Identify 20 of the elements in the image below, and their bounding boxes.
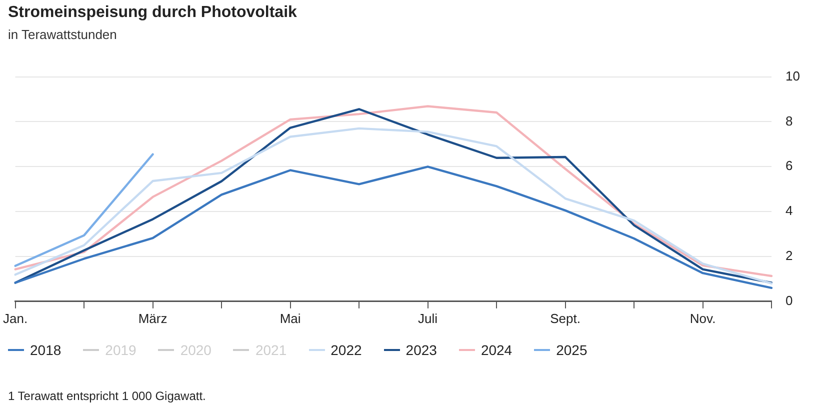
x-tick-label: Sept. <box>550 310 580 326</box>
legend-label: 2023 <box>406 342 437 358</box>
y-tick-label: 10 <box>786 68 800 84</box>
chart-title: Stromeinspeisung durch Photovoltaik <box>8 4 297 22</box>
chart-subtitle: in Terawattstunden <box>8 27 117 42</box>
x-tick-label: Nov. <box>690 310 716 326</box>
y-tick-label: 8 <box>786 113 793 128</box>
legend-label: 2025 <box>556 342 588 358</box>
legend-label: 2018 <box>30 342 62 358</box>
text: 1 Terawatt entspricht 1 000 Gigawatt. <box>8 389 206 403</box>
legend-label: 2022 <box>330 342 362 358</box>
x-tick-label: Jan. <box>2 310 28 326</box>
legend-label: 2024 <box>480 342 512 358</box>
x-tick-label: Mai <box>280 310 301 326</box>
y-tick-label: 2 <box>786 248 793 264</box>
y-tick-label: 6 <box>786 158 793 174</box>
x-tick-label: März <box>138 310 168 326</box>
y-tick-label: 0 <box>786 292 793 308</box>
y-tick-label: 4 <box>786 203 793 218</box>
x-tick-label: Juli <box>418 310 438 326</box>
